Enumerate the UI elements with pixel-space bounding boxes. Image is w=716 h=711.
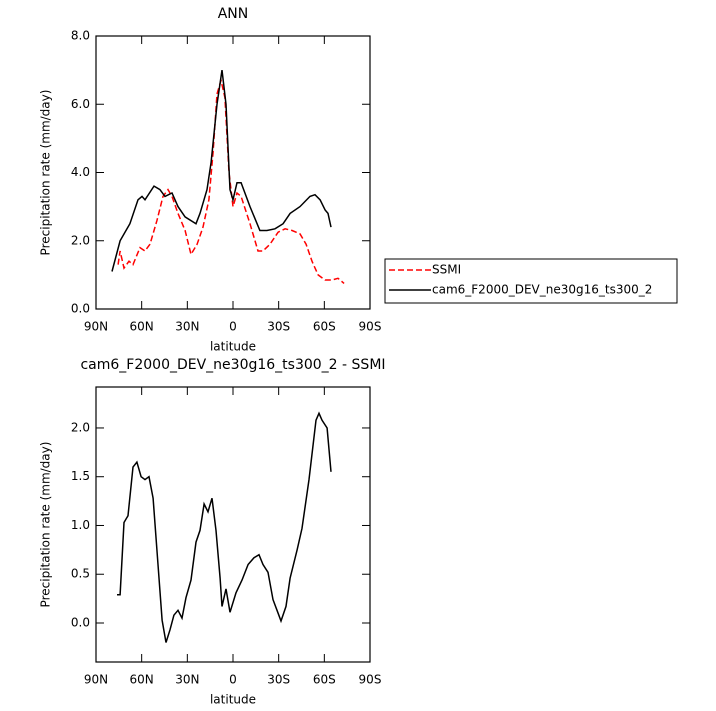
chart-title: cam6_F2000_DEV_ne30g16_ts300_2 - SSMI <box>80 357 385 373</box>
x-tick-label: 90S <box>359 673 382 687</box>
y-tick-label: 2.0 <box>71 233 90 247</box>
data-line <box>117 77 345 284</box>
y-tick-label: 4.0 <box>71 165 90 179</box>
plot-frame <box>95 386 371 663</box>
x-tick-label: 60S <box>313 673 336 687</box>
legend-box <box>384 258 678 304</box>
x-tick-label: 0 <box>229 320 237 334</box>
x-tick-label: 0 <box>229 673 237 687</box>
x-tick-label: 90N <box>84 320 108 334</box>
y-tick-label: 1.0 <box>71 518 90 532</box>
legend-label: SSMI <box>432 263 461 277</box>
y-tick-label: 6.0 <box>71 97 90 111</box>
y-axis-label: Precipitation rate (mm/day) <box>39 442 53 608</box>
x-tick-label: 30N <box>175 673 199 687</box>
x-tick-label: 90S <box>359 320 382 334</box>
y-tick-label: 2.0 <box>71 420 90 434</box>
y-tick-label: 8.0 <box>71 29 90 43</box>
x-axis-label: latitude <box>210 340 256 354</box>
y-axis-label: Precipitation rate (mm/day) <box>39 90 53 256</box>
x-axis-label: latitude <box>210 693 256 707</box>
x-tick-label: 60N <box>130 673 154 687</box>
data-line <box>117 411 332 643</box>
plot-frame <box>95 35 371 310</box>
y-tick-label: 0.0 <box>71 302 90 316</box>
data-line <box>111 69 332 272</box>
y-tick-label: 0.0 <box>71 615 90 629</box>
x-tick-label: 90N <box>84 673 108 687</box>
legend-label: cam6_F2000_DEV_ne30g16_ts300_2 <box>432 283 652 297</box>
x-tick-label: 60N <box>130 320 154 334</box>
x-tick-label: 30S <box>267 673 290 687</box>
x-tick-label: 30N <box>175 320 199 334</box>
x-tick-label: 30S <box>267 320 290 334</box>
chart-title: ANN <box>218 6 249 22</box>
y-tick-label: 1.5 <box>71 469 90 483</box>
y-tick-label: 0.5 <box>71 567 90 581</box>
x-tick-label: 60S <box>313 320 336 334</box>
